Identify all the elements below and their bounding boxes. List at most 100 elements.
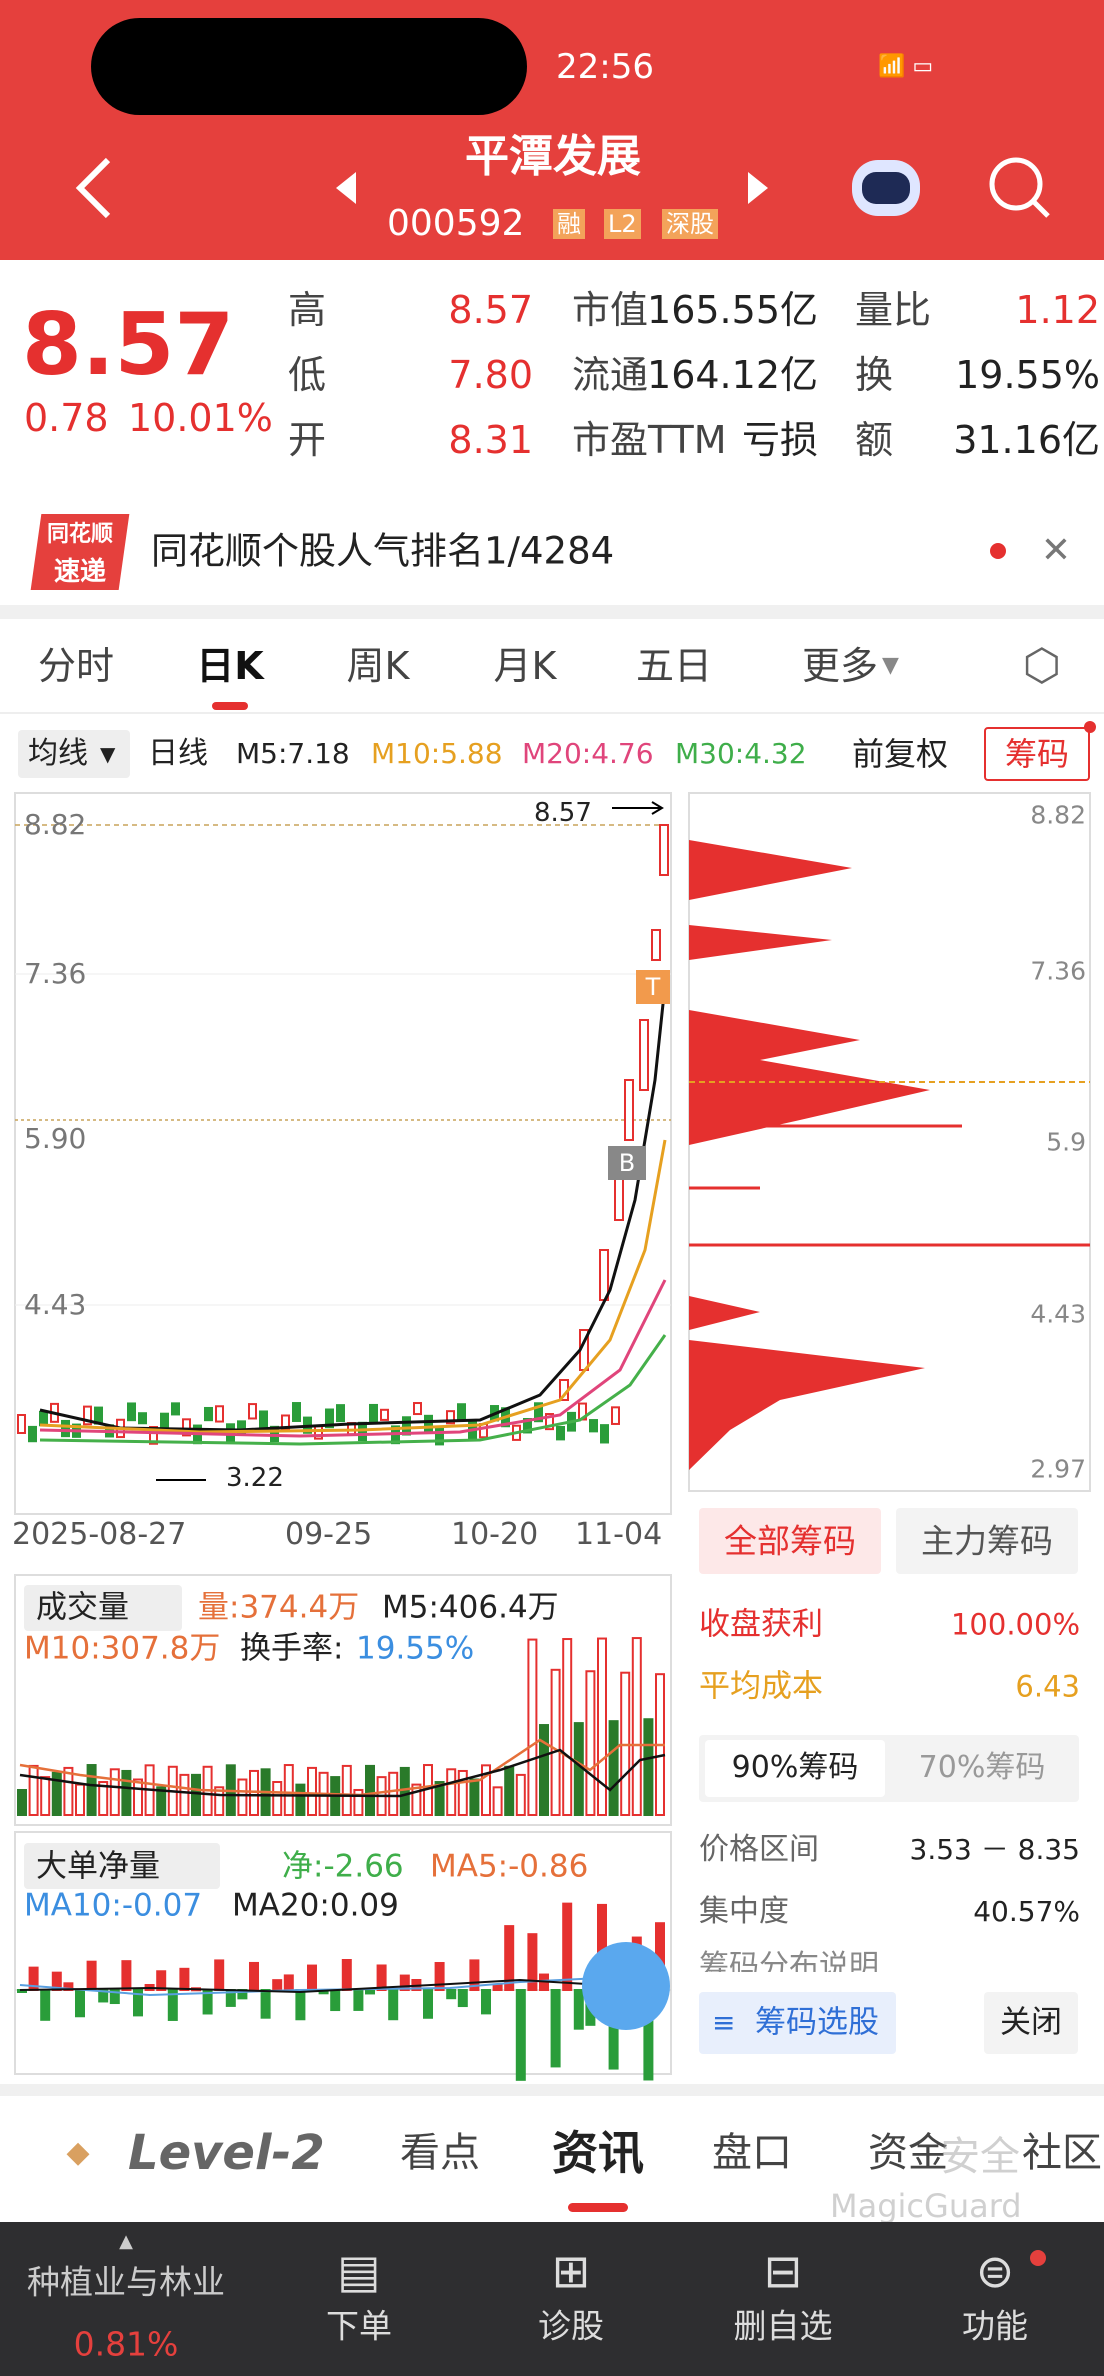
shape	[283, 1764, 294, 1816]
prev-icon[interactable]	[336, 172, 356, 204]
search-icon[interactable]	[989, 157, 1043, 211]
watermark: MagicGuard	[830, 2187, 1022, 2225]
bottom-tab[interactable]: 资讯	[552, 2126, 644, 2180]
bottom-tab[interactable]: 资金	[868, 2130, 948, 2176]
shape	[545, 1413, 554, 1431]
settings-icon[interactable]: ⬡	[1022, 640, 1062, 691]
nav-icon: ⊟	[763, 2244, 803, 2298]
nav-item[interactable]: 下单	[326, 2306, 392, 2346]
chip-tab[interactable]	[699, 1508, 881, 1574]
tab-indicator	[568, 2203, 628, 2212]
row-value: 6.43	[1015, 1669, 1080, 1704]
shape	[325, 1408, 334, 1429]
shape	[295, 1783, 306, 1816]
sector[interactable]: 种植业与林业	[27, 2262, 225, 2302]
dot	[1084, 721, 1096, 733]
m5: M5:7.18	[236, 737, 350, 770]
chip-tab-label: 主力筹码	[921, 1521, 1053, 1561]
stat-value: 8.57	[448, 288, 533, 332]
stat-label: 流通	[572, 353, 649, 397]
tip-button[interactable]	[582, 1942, 670, 2030]
turnover: 19.55%	[356, 1630, 475, 1667]
shape	[515, 1773, 526, 1816]
shape	[527, 1638, 538, 1817]
nav-item[interactable]: 诊股	[538, 2306, 604, 2346]
shape	[214, 1786, 225, 1816]
stat-label: 高	[288, 288, 327, 332]
shape	[353, 1989, 364, 2011]
bottom-tab[interactable]: 看点	[400, 2130, 480, 2176]
shape	[40, 1776, 51, 1816]
shape	[469, 1778, 480, 1817]
nav-item[interactable]: 删自选	[733, 2306, 833, 2346]
bottom-tab[interactable]: Level-2	[128, 2125, 325, 2181]
shape	[86, 1960, 97, 1991]
shape	[40, 1989, 51, 2021]
candles	[17, 824, 669, 1446]
nav-item[interactable]: 功能	[962, 2306, 1028, 2346]
indicator-select[interactable]	[24, 1843, 220, 1889]
stat-value: 亏损	[741, 418, 818, 462]
shape	[457, 1769, 468, 1817]
tab[interactable]: 日K	[196, 644, 264, 688]
chip-y-label: 5.9	[1046, 1127, 1086, 1157]
stat-label: 市盈TTM	[572, 418, 727, 462]
indicator-select[interactable]	[24, 1585, 182, 1631]
net: 净:-2.66	[282, 1848, 404, 1885]
tab[interactable]: 分时	[37, 644, 115, 688]
dot	[1030, 2250, 1046, 2266]
shape	[191, 1773, 201, 1816]
shape	[98, 1989, 109, 2003]
next-icon[interactable]	[748, 172, 768, 204]
shape	[651, 929, 661, 961]
chip-y-label: 4.43	[1030, 1299, 1086, 1329]
stat-value: 31.16亿	[953, 418, 1100, 462]
adjust[interactable]: 前复权	[852, 735, 949, 773]
close-icon[interactable]: ✕	[1040, 530, 1072, 571]
subtab-label[interactable]: 70%筹码	[918, 1750, 1046, 1785]
tab[interactable]: 周K	[346, 644, 410, 688]
subtab-active[interactable]	[705, 1740, 885, 1797]
nav-bar	[0, 2222, 1104, 2376]
chip-peak	[689, 840, 852, 900]
shape	[167, 1989, 178, 2021]
bigorder-bars	[17, 1902, 665, 2081]
shape	[504, 1765, 515, 1816]
chip-peak	[689, 1340, 925, 1470]
shape	[550, 1989, 561, 2068]
chips-button[interactable]	[984, 727, 1090, 781]
bottom-tab[interactable]: 社区	[1022, 2130, 1102, 2176]
shape	[411, 1783, 422, 1817]
shape	[28, 1764, 39, 1816]
button[interactable]	[984, 1992, 1078, 2054]
shape	[109, 1989, 120, 2005]
shape	[643, 1718, 654, 1817]
tab[interactable]: 五日	[635, 644, 713, 688]
shape	[138, 1412, 147, 1425]
volume-title: 成交量	[36, 1589, 129, 1626]
shape	[639, 1019, 649, 1091]
chip-tab[interactable]	[896, 1508, 1078, 1574]
shape	[292, 1402, 301, 1422]
shape	[83, 1405, 92, 1426]
shape	[446, 1410, 455, 1425]
ma10-line	[39, 1139, 667, 1434]
shape	[17, 1789, 27, 1816]
subtab-label: 90%筹码	[731, 1750, 859, 1785]
shape	[171, 1402, 180, 1416]
button[interactable]	[699, 1992, 896, 2054]
tab-indicator	[212, 702, 248, 710]
shape	[481, 1989, 491, 2015]
bottom-tab[interactable]: 盘口	[712, 2130, 792, 2176]
tab[interactable]: 月K	[493, 644, 557, 688]
back-icon[interactable]	[75, 157, 111, 219]
y-label: 4.43	[24, 1288, 87, 1321]
row-value: 100.00%	[950, 1607, 1080, 1642]
ma-select[interactable]	[18, 730, 130, 778]
shape	[214, 1959, 225, 1992]
m10: M10:5.88	[371, 737, 503, 770]
shape	[272, 1979, 283, 1992]
banner-text[interactable]: 同花顺个股人气排名1/4284	[151, 529, 615, 573]
tab[interactable]: 更多	[801, 644, 879, 688]
t-marker	[636, 970, 670, 1004]
